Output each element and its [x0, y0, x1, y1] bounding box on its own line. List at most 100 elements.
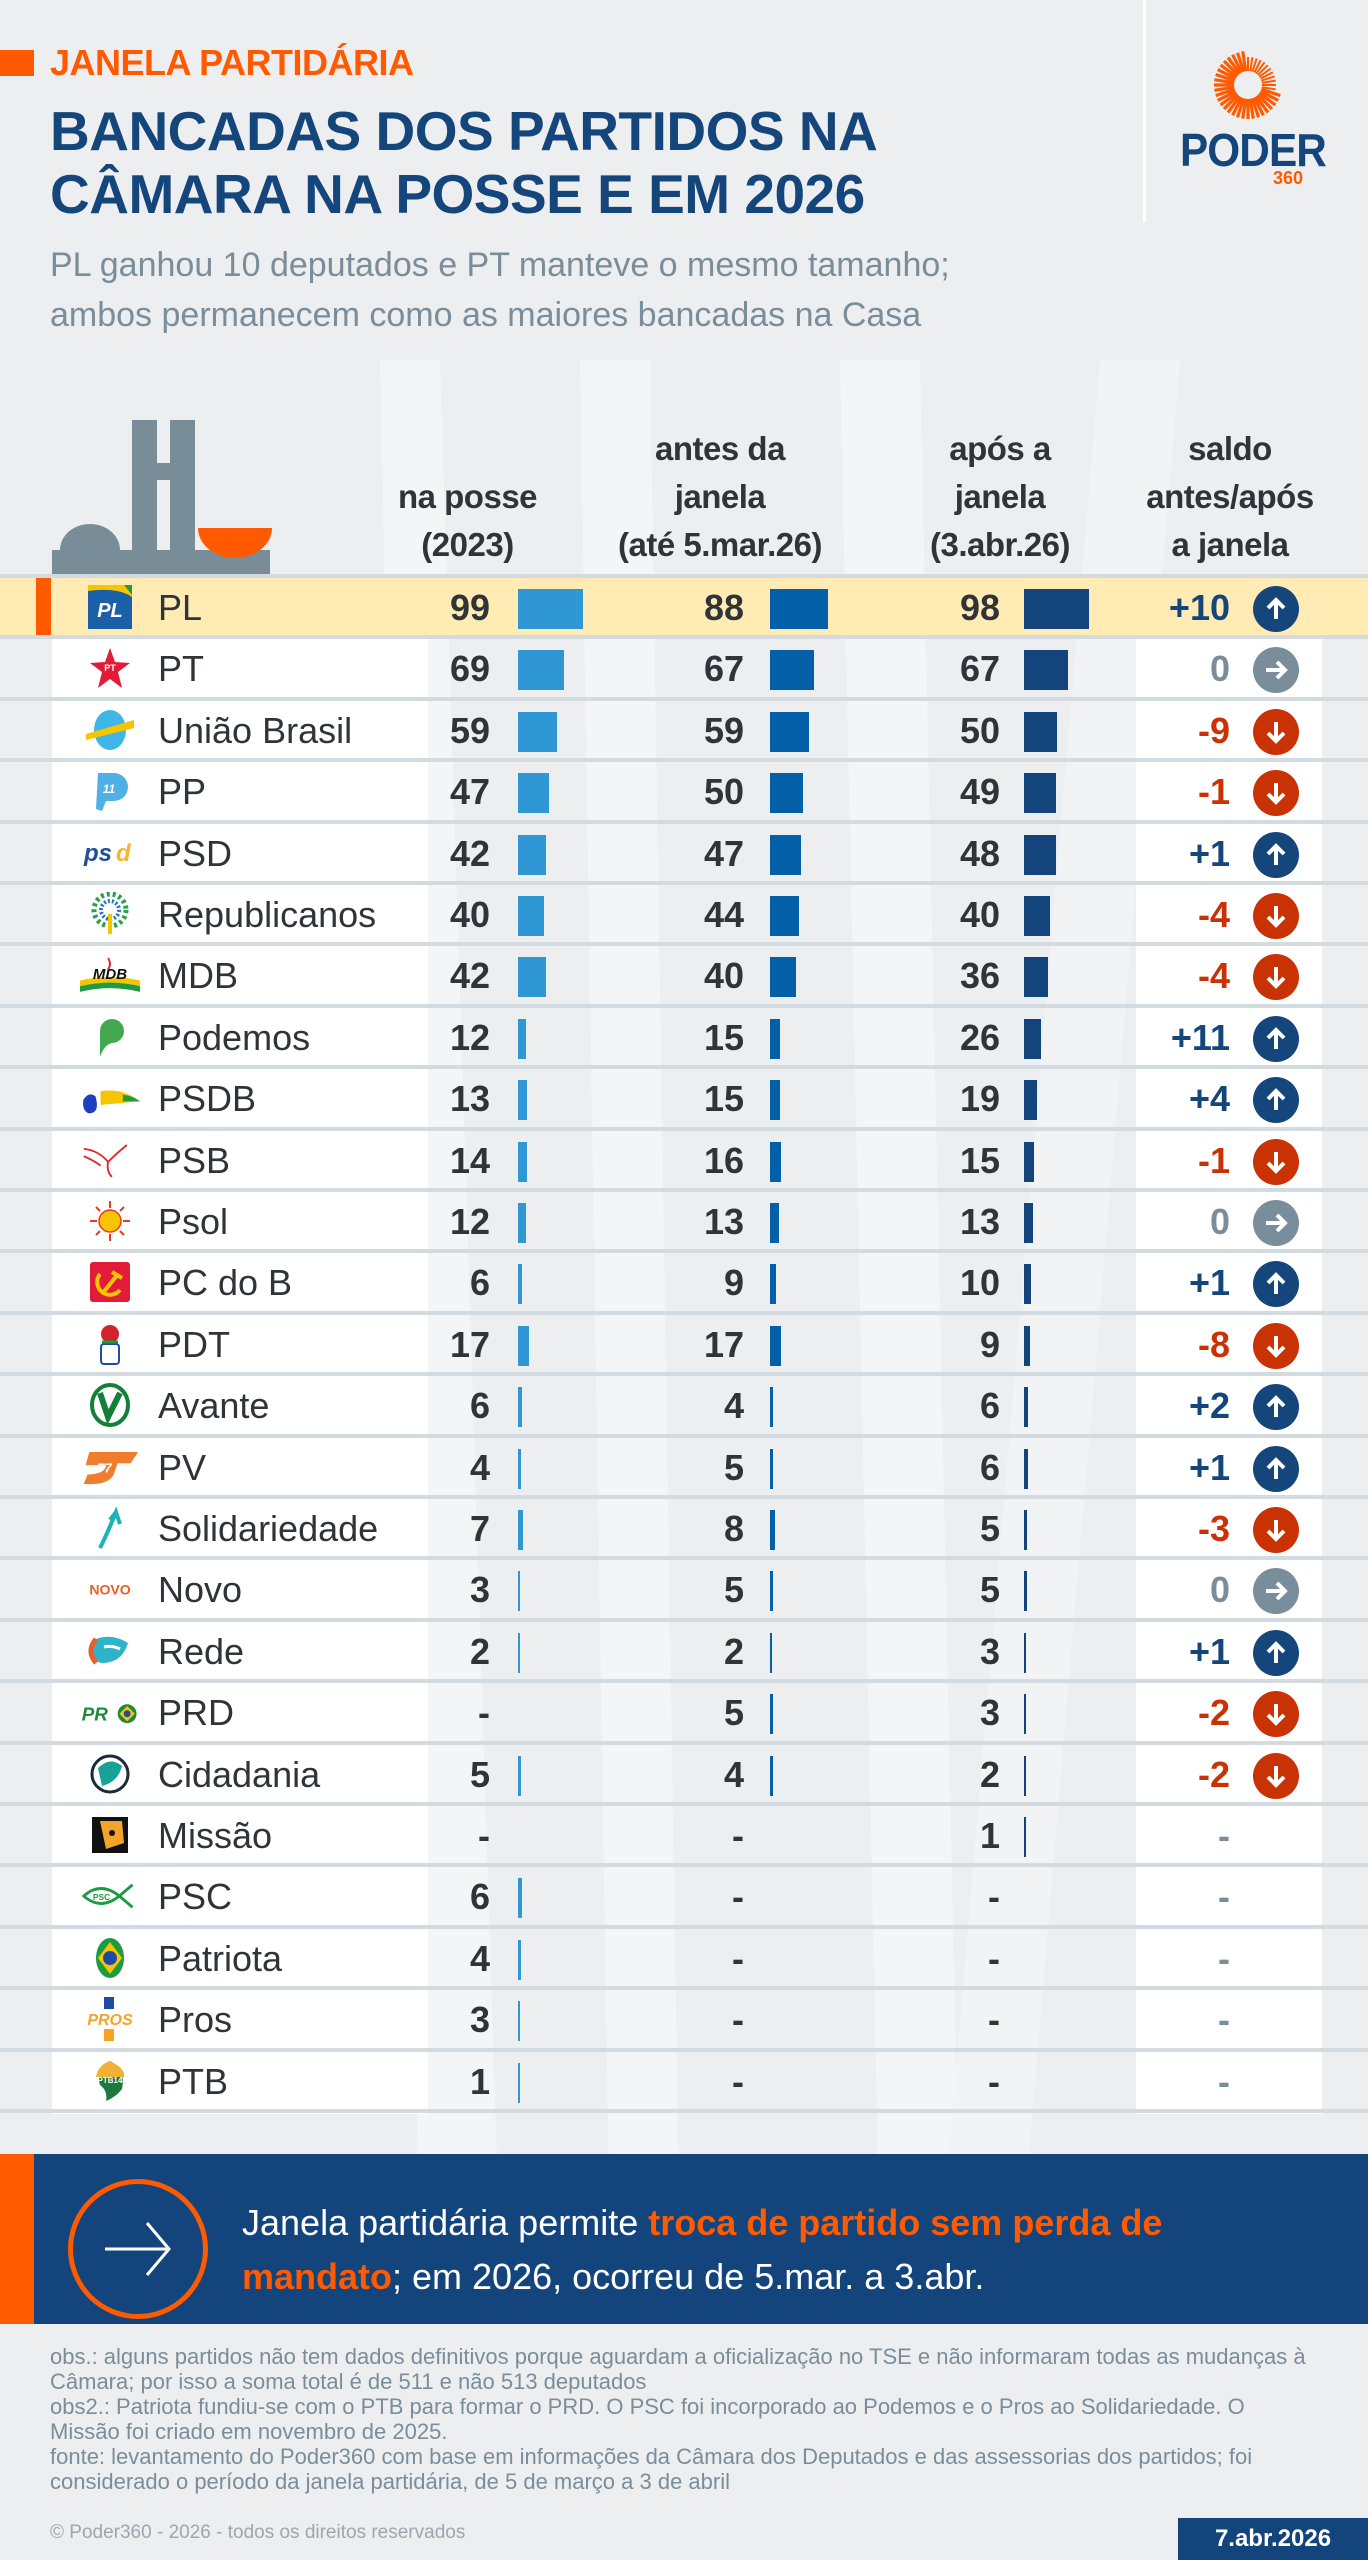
note-source: fonte: levantamento do Poder360 com base…: [50, 2444, 1253, 2494]
value-posse: 7: [469, 1508, 490, 1549]
table-row: Missão - - 1 -: [0, 1806, 1368, 1868]
bar-apos: [1024, 1018, 1042, 1059]
arrow-up-circle-icon: [1253, 831, 1299, 878]
svg-text:PR: PR: [82, 1704, 109, 1725]
party-name: Psol: [158, 1201, 229, 1242]
column-header-posse-line: na posse: [397, 478, 538, 515]
value-apos: 5: [979, 1569, 1000, 1611]
saldo-value: -8: [1197, 1323, 1230, 1365]
bar-posse: [518, 650, 564, 691]
column-header-antes-line: (até 5.mar.26): [618, 526, 822, 563]
bar-posse: [518, 1878, 522, 1919]
table-row: PSDB 13 15 19 +4: [0, 1069, 1368, 1131]
arrow-down-circle-icon: [1253, 954, 1299, 1001]
subtitle: PL ganhou 10 deputados e PT manteve o me…: [50, 240, 1150, 340]
bar-apos: [1024, 1694, 1026, 1735]
value-posse: 12: [449, 1016, 490, 1058]
kicker-mark: [0, 50, 34, 76]
value-posse: 69: [449, 648, 490, 690]
saldo-value: +1: [1188, 1262, 1230, 1304]
value-apos: 5: [979, 1508, 1000, 1549]
bar-apos: [1024, 1448, 1028, 1489]
value-apos: 26: [959, 1016, 1000, 1058]
value-apos: -: [988, 1937, 1000, 1979]
svg-text:77: 77: [97, 1460, 112, 1475]
value-antes: 5: [723, 1569, 744, 1611]
table-row: 77 PV 4 5 6 +1: [0, 1438, 1368, 1499]
bar-antes: [770, 1018, 780, 1059]
bar-antes: [770, 773, 803, 814]
pros-logo-icon: PROS: [80, 1996, 140, 2042]
podemos-logo-icon: [80, 1014, 140, 1060]
kicker: JANELA PARTIDÁRIA: [0, 42, 414, 83]
saldo-value: -: [1218, 2060, 1230, 2102]
bar-apos: [1024, 773, 1057, 814]
subtitle-line-2: ambos permanecem como as maiores bancada…: [50, 296, 922, 334]
bar-apos: [1024, 1817, 1026, 1857]
svg-text:ps: ps: [83, 840, 112, 867]
value-apos: 6: [979, 1385, 1000, 1427]
arrow-down-circle-icon: [1253, 770, 1299, 817]
party-name: Podemos: [158, 1016, 311, 1058]
value-apos: 3: [979, 1692, 1000, 1734]
value-posse: 42: [449, 832, 490, 874]
publish-date: 7.abr.2026: [1178, 2518, 1368, 2560]
value-antes: 67: [703, 648, 744, 690]
bar-apos: [1024, 1632, 1026, 1673]
pdt-rose-fist-logo-icon: [80, 1321, 140, 1367]
value-posse: 99: [449, 587, 490, 628]
saldo-value: +1: [1188, 1446, 1230, 1488]
bar-antes: [770, 957, 797, 998]
table-row: PTB14 PTB 1 - - -: [0, 2052, 1368, 2113]
saldo-value: +2: [1188, 1385, 1230, 1427]
value-antes: 88: [703, 587, 744, 628]
arrow-right-circle-icon: [1253, 647, 1299, 694]
bar-antes: [770, 1264, 776, 1305]
bar-apos: [1024, 1264, 1031, 1305]
saldo-value: +10: [1168, 587, 1230, 628]
value-posse: 17: [449, 1323, 490, 1365]
value-posse: 6: [469, 1876, 490, 1918]
bar-posse: [518, 1018, 526, 1059]
bar-posse: [518, 834, 546, 875]
table-row: 11 PP 47 50 49 -1: [0, 762, 1368, 824]
value-antes: -: [732, 1876, 744, 1918]
svg-text:MDB: MDB: [93, 966, 127, 983]
arrow-up-circle-icon: [1253, 1261, 1299, 1308]
bar-posse: [518, 2062, 520, 2103]
svg-text:PROS: PROS: [87, 2012, 133, 2029]
value-apos: 3: [979, 1630, 1000, 1672]
svg-text:d: d: [116, 840, 132, 867]
bar-posse: [518, 1325, 530, 1366]
party-name: PSB: [158, 1139, 231, 1181]
solidariedade-arrow-logo-icon: [80, 1505, 140, 1551]
brand-name: PODER: [1180, 124, 1327, 176]
bar-antes: [770, 896, 799, 936]
value-apos: 6: [979, 1446, 1000, 1488]
bar-antes: [770, 1325, 782, 1366]
value-antes: 47: [703, 832, 744, 874]
bar-antes: [770, 711, 809, 752]
bar-posse: [518, 896, 545, 936]
bar-apos: [1024, 650, 1069, 691]
value-antes: 4: [723, 1753, 744, 1795]
value-antes: -: [732, 1815, 744, 1856]
saldo-value: +1: [1188, 832, 1230, 874]
value-posse: 40: [449, 894, 490, 935]
bar-posse: [518, 1510, 523, 1550]
party-name: PDT: [158, 1323, 230, 1365]
value-posse: 4: [469, 1446, 490, 1488]
table-row: Cidadania 5 4 2 -2: [0, 1745, 1368, 1806]
bar-antes: [770, 650, 815, 691]
party-name: PSD: [158, 832, 233, 874]
column-header-posse: na posse (2023): [380, 473, 555, 569]
banner-text-end: ; em 2026, ocorreu de 5.mar. a 3.abr.: [392, 2256, 985, 2297]
psd-logo-icon: ps d: [80, 830, 140, 876]
bar-posse: [518, 1448, 521, 1489]
psol-sun-logo-icon: [80, 1198, 140, 1244]
saldo-value: 0: [1209, 1569, 1230, 1611]
svg-text:PL: PL: [97, 600, 123, 622]
arrow-up-circle-icon: [1253, 1384, 1299, 1431]
table-row: PSB 14 16 15 -1: [0, 1131, 1368, 1192]
bar-posse: [518, 1939, 521, 1980]
